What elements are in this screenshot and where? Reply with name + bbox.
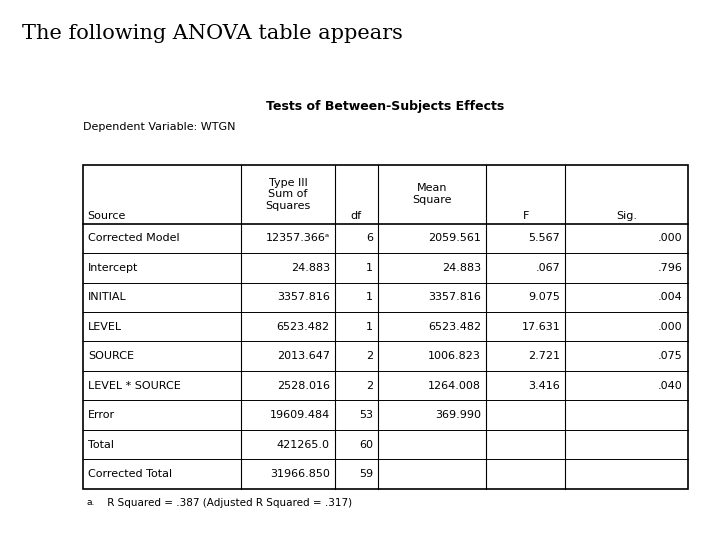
Text: 24.883: 24.883 — [291, 263, 330, 273]
Text: 59: 59 — [359, 469, 373, 479]
Text: Corrected Model: Corrected Model — [88, 233, 179, 244]
Text: 2059.561: 2059.561 — [428, 233, 481, 244]
Text: The following ANOVA table appears: The following ANOVA table appears — [22, 24, 402, 43]
Text: .067: .067 — [536, 263, 560, 273]
Text: Mean
Square: Mean Square — [413, 184, 451, 205]
Text: Dependent Variable: WTGN: Dependent Variable: WTGN — [83, 122, 235, 132]
Text: 1: 1 — [366, 292, 373, 302]
Text: Total: Total — [88, 440, 114, 449]
Text: 6: 6 — [366, 233, 373, 244]
Text: Intercept: Intercept — [88, 263, 138, 273]
Text: 53: 53 — [359, 410, 373, 420]
Text: 3357.816: 3357.816 — [277, 292, 330, 302]
Text: INITIAL: INITIAL — [88, 292, 127, 302]
Text: 3357.816: 3357.816 — [428, 292, 481, 302]
Text: a.: a. — [86, 498, 95, 508]
Text: 2.721: 2.721 — [528, 351, 560, 361]
Text: 2013.647: 2013.647 — [276, 351, 330, 361]
Text: 3.416: 3.416 — [528, 381, 560, 390]
Text: 24.883: 24.883 — [442, 263, 481, 273]
Text: Source: Source — [87, 212, 125, 221]
Text: 1: 1 — [366, 322, 373, 332]
Text: 60: 60 — [359, 440, 373, 449]
Text: Error: Error — [88, 410, 115, 420]
Text: .000: .000 — [658, 322, 683, 332]
Text: 9.075: 9.075 — [528, 292, 560, 302]
Text: Sig.: Sig. — [616, 212, 637, 221]
Text: 6523.482: 6523.482 — [276, 322, 330, 332]
Text: 12357.366ᵃ: 12357.366ᵃ — [266, 233, 330, 244]
Text: SOURCE: SOURCE — [88, 351, 134, 361]
Text: 5.567: 5.567 — [528, 233, 560, 244]
Text: 2: 2 — [366, 381, 373, 390]
Text: 19609.484: 19609.484 — [269, 410, 330, 420]
Text: .000: .000 — [658, 233, 683, 244]
Text: 2528.016: 2528.016 — [276, 381, 330, 390]
Text: Corrected Total: Corrected Total — [88, 469, 172, 479]
Text: 6523.482: 6523.482 — [428, 322, 481, 332]
Text: 1: 1 — [366, 263, 373, 273]
Text: 31966.850: 31966.850 — [270, 469, 330, 479]
Text: df: df — [351, 212, 362, 221]
Text: 2: 2 — [366, 351, 373, 361]
Text: Tests of Between-Subjects Effects: Tests of Between-Subjects Effects — [266, 100, 504, 113]
Text: .040: .040 — [658, 381, 683, 390]
Text: 1006.823: 1006.823 — [428, 351, 481, 361]
Text: .075: .075 — [658, 351, 683, 361]
Text: Type III
Sum of
Squares: Type III Sum of Squares — [266, 178, 310, 211]
Text: 369.990: 369.990 — [435, 410, 481, 420]
Text: 1264.008: 1264.008 — [428, 381, 481, 390]
Text: .004: .004 — [658, 292, 683, 302]
Text: F: F — [523, 212, 528, 221]
Text: LEVEL * SOURCE: LEVEL * SOURCE — [88, 381, 181, 390]
Text: R Squared = .387 (Adjusted R Squared = .317): R Squared = .387 (Adjusted R Squared = .… — [104, 498, 353, 509]
Text: LEVEL: LEVEL — [88, 322, 122, 332]
Text: 17.631: 17.631 — [521, 322, 560, 332]
Text: .796: .796 — [657, 263, 683, 273]
Text: 421265.0: 421265.0 — [276, 440, 330, 449]
